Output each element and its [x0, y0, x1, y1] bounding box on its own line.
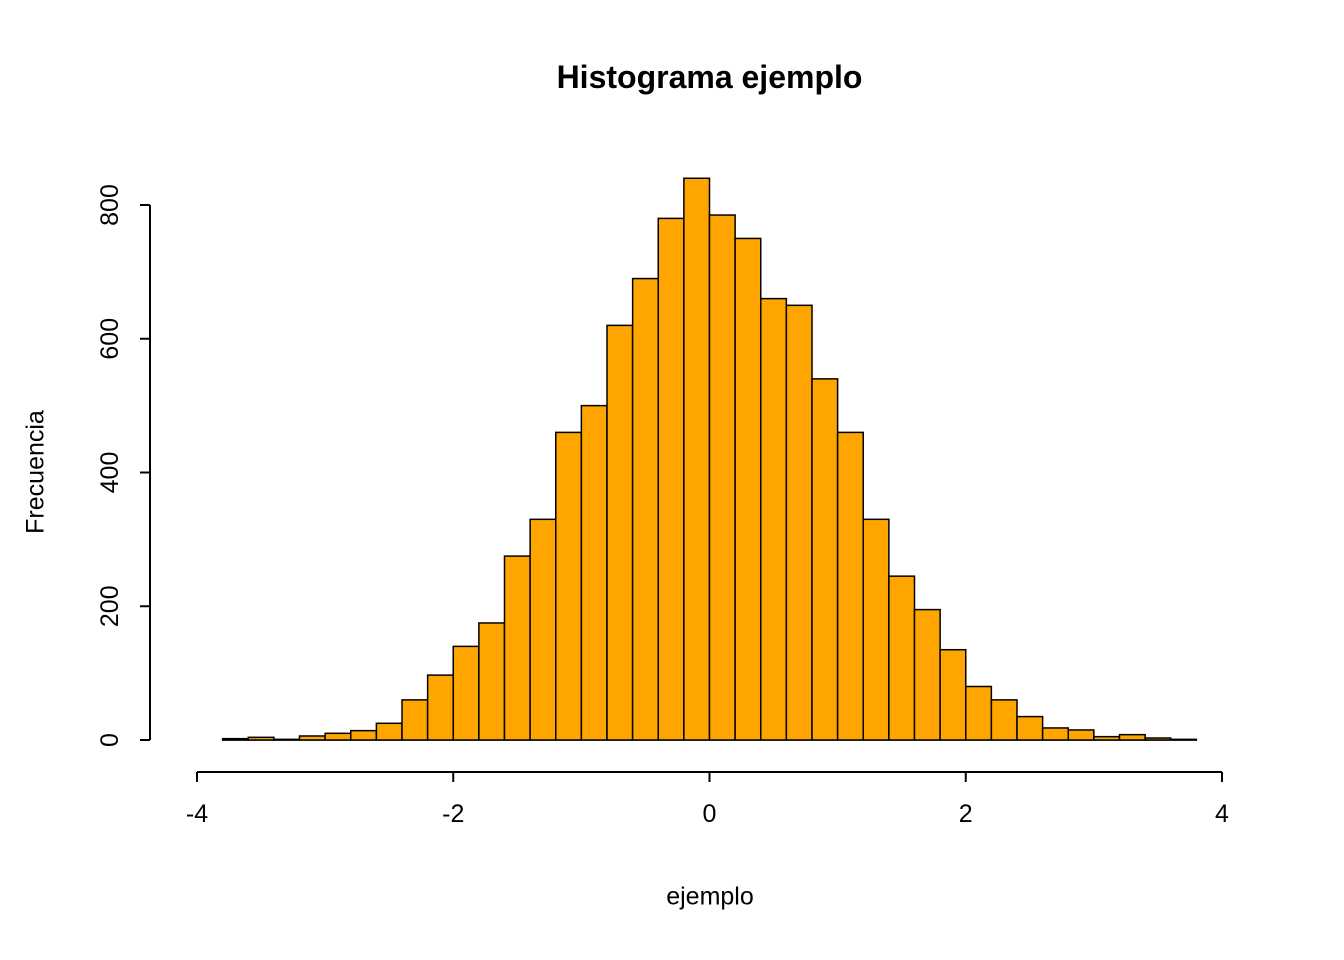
histogram-bar — [529, 518, 557, 741]
histogram-bar — [1144, 737, 1172, 741]
histogram-bar — [375, 722, 403, 741]
x-tick-label: 4 — [1215, 800, 1229, 828]
y-tick-label: 800 — [96, 184, 124, 226]
histogram-bar — [1041, 727, 1069, 741]
histogram-bar — [580, 404, 608, 741]
histogram-bar — [503, 555, 531, 741]
histogram-bar — [1016, 715, 1044, 741]
x-tick-label: 0 — [703, 800, 717, 828]
x-axis-label: ejemplo — [666, 882, 754, 911]
histogram-bar — [1170, 738, 1198, 741]
histogram-bar — [247, 736, 275, 741]
histogram-bar — [734, 237, 762, 741]
histogram-bar — [1118, 733, 1146, 741]
histogram-bar — [657, 217, 685, 741]
histogram-bar — [708, 214, 736, 741]
histogram-bar — [939, 648, 967, 741]
histogram-bar — [452, 645, 480, 741]
histogram-bar — [862, 518, 890, 741]
histogram-bar — [965, 685, 993, 741]
x-tick-label: -2 — [442, 800, 464, 828]
histogram-bar — [1093, 735, 1121, 741]
histogram-bar — [273, 738, 301, 741]
histogram-bar — [785, 304, 813, 741]
histogram-bar — [324, 732, 352, 741]
chart-title: Histograma ejemplo — [556, 59, 863, 95]
histogram-bar — [888, 575, 916, 741]
histogram-bar — [760, 297, 788, 741]
histogram-bar — [401, 699, 429, 741]
histogram-bar — [426, 674, 454, 741]
histogram-bar — [990, 699, 1018, 741]
y-tick-label: 400 — [96, 452, 124, 494]
histogram-bar — [298, 735, 326, 741]
histogram-bar — [836, 431, 864, 741]
histogram-bar — [683, 177, 711, 741]
y-tick-label: 600 — [96, 318, 124, 360]
histogram-bar — [350, 729, 378, 741]
histogram-bar — [478, 622, 506, 741]
y-tick-label: 0 — [96, 733, 124, 747]
histogram-bar — [631, 277, 659, 741]
histogram-bar — [811, 378, 839, 741]
histogram-bar — [555, 431, 583, 741]
x-tick-label: -4 — [186, 800, 208, 828]
histogram-bar — [913, 608, 941, 741]
histogram-bar — [606, 324, 634, 741]
x-tick-label: 2 — [959, 800, 973, 828]
histogram-bar — [1067, 729, 1095, 741]
histogram-bar — [221, 737, 249, 741]
y-tick-label: 200 — [96, 585, 124, 627]
